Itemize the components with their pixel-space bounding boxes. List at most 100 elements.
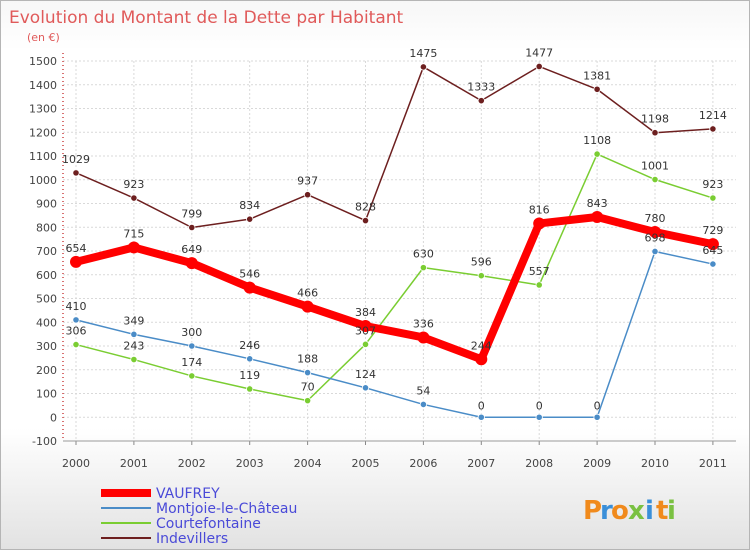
data-label: 384	[355, 306, 376, 319]
data-point	[188, 342, 196, 350]
x-tick-label: 2006	[409, 457, 437, 470]
x-tick-label: 2010	[641, 457, 669, 470]
data-point	[651, 175, 659, 184]
data-label: 1001	[641, 160, 669, 173]
data-point	[130, 330, 138, 338]
data-label: 1475	[409, 47, 437, 60]
y-tick-label: 900	[36, 198, 57, 211]
data-label: 1214	[699, 109, 727, 122]
data-point	[477, 413, 485, 421]
data-label: 54	[416, 384, 430, 397]
data-label: 307	[355, 324, 376, 337]
data-label: 557	[529, 265, 550, 278]
data-label: 1477	[525, 46, 553, 59]
data-point	[709, 194, 717, 202]
data-label: 799	[181, 207, 202, 220]
y-tick-label: 100	[36, 388, 57, 401]
data-point	[535, 413, 543, 421]
y-tick-label: 300	[36, 340, 57, 353]
data-point	[72, 340, 80, 349]
data-point	[303, 191, 312, 199]
data-point	[70, 255, 82, 268]
logo-letter: i	[645, 496, 654, 526]
logo-letter: o	[611, 496, 629, 526]
data-label: 834	[239, 199, 260, 212]
x-tick-label: 2008	[525, 457, 553, 470]
y-tick-label: 700	[36, 245, 57, 258]
data-label: 1108	[583, 134, 611, 147]
y-tick-label: 1300	[29, 103, 57, 116]
data-label: 654	[66, 242, 87, 255]
data-point	[303, 397, 312, 405]
data-label: 188	[297, 353, 318, 366]
data-label: 349	[123, 314, 144, 327]
data-point	[72, 169, 80, 177]
data-label: 124	[355, 368, 376, 381]
data-point	[535, 62, 543, 71]
data-label: 828	[355, 201, 376, 214]
data-label: 1029	[62, 153, 90, 166]
proxiti-logo: Pro x i ti	[583, 496, 676, 526]
y-tick-label: 1500	[29, 55, 57, 68]
chart-subtitle: (en €)	[27, 31, 60, 44]
legend: VAUFREYMontjoie-le-ChâteauCourtefontaine…	[101, 486, 297, 547]
data-point	[361, 217, 370, 225]
data-point	[591, 211, 604, 224]
data-point	[72, 316, 80, 324]
data-point	[246, 215, 254, 223]
axes: -100010020030040050060070080090010001100…	[29, 53, 736, 470]
data-point	[188, 223, 196, 232]
data-point	[243, 281, 256, 294]
series-line	[75, 250, 714, 418]
data-point	[185, 257, 198, 270]
legend-label: Courtefontaine	[156, 516, 261, 532]
data-label: 596	[471, 256, 492, 269]
data-label: 410	[66, 300, 87, 313]
data-label: 630	[413, 248, 434, 261]
data-point	[419, 400, 427, 409]
logo-letter: x	[628, 496, 645, 526]
y-tick-label: 1200	[29, 126, 57, 139]
data-label: 0	[478, 399, 485, 412]
data-point	[709, 260, 717, 268]
data-label: 243	[123, 340, 144, 353]
series-line	[75, 153, 714, 402]
chart-title: Evolution du Montant de la Dette par Hab…	[9, 8, 404, 28]
legend-label: VAUFREY	[156, 486, 220, 502]
data-label: 300	[181, 326, 202, 339]
y-tick-label: 200	[36, 364, 57, 377]
data-point	[651, 247, 659, 256]
data-point	[419, 63, 427, 71]
data-point	[130, 355, 138, 364]
x-tick-label: 2002	[178, 457, 206, 470]
y-tick-label: 400	[36, 316, 57, 329]
data-label: 923	[123, 178, 144, 191]
series-line	[72, 213, 717, 364]
data-point	[130, 194, 138, 202]
x-tick-label: 2011	[699, 457, 727, 470]
data-label: 466	[297, 287, 318, 300]
logo-letter: r	[600, 496, 613, 526]
data-label: 246	[239, 339, 260, 352]
data-label: 923	[702, 178, 723, 191]
x-tick-label: 2004	[294, 457, 322, 470]
data-point	[246, 355, 254, 363]
data-point	[706, 238, 719, 251]
data-point	[417, 331, 430, 344]
logo-letter: P	[583, 496, 602, 526]
data-label: 937	[297, 175, 318, 188]
data-point	[361, 340, 370, 348]
data-label: 306	[66, 325, 87, 338]
y-tick-label: 1000	[29, 174, 57, 187]
data-point	[651, 129, 659, 137]
x-tick-label: 2009	[583, 457, 611, 470]
logo-letter: i	[667, 496, 676, 526]
legend-label: Indevillers	[156, 531, 228, 547]
data-point	[593, 413, 601, 421]
data-point	[303, 368, 312, 377]
data-point	[593, 85, 601, 93]
data-label: 816	[529, 203, 550, 216]
series-line	[75, 65, 714, 229]
data-point	[127, 241, 140, 254]
